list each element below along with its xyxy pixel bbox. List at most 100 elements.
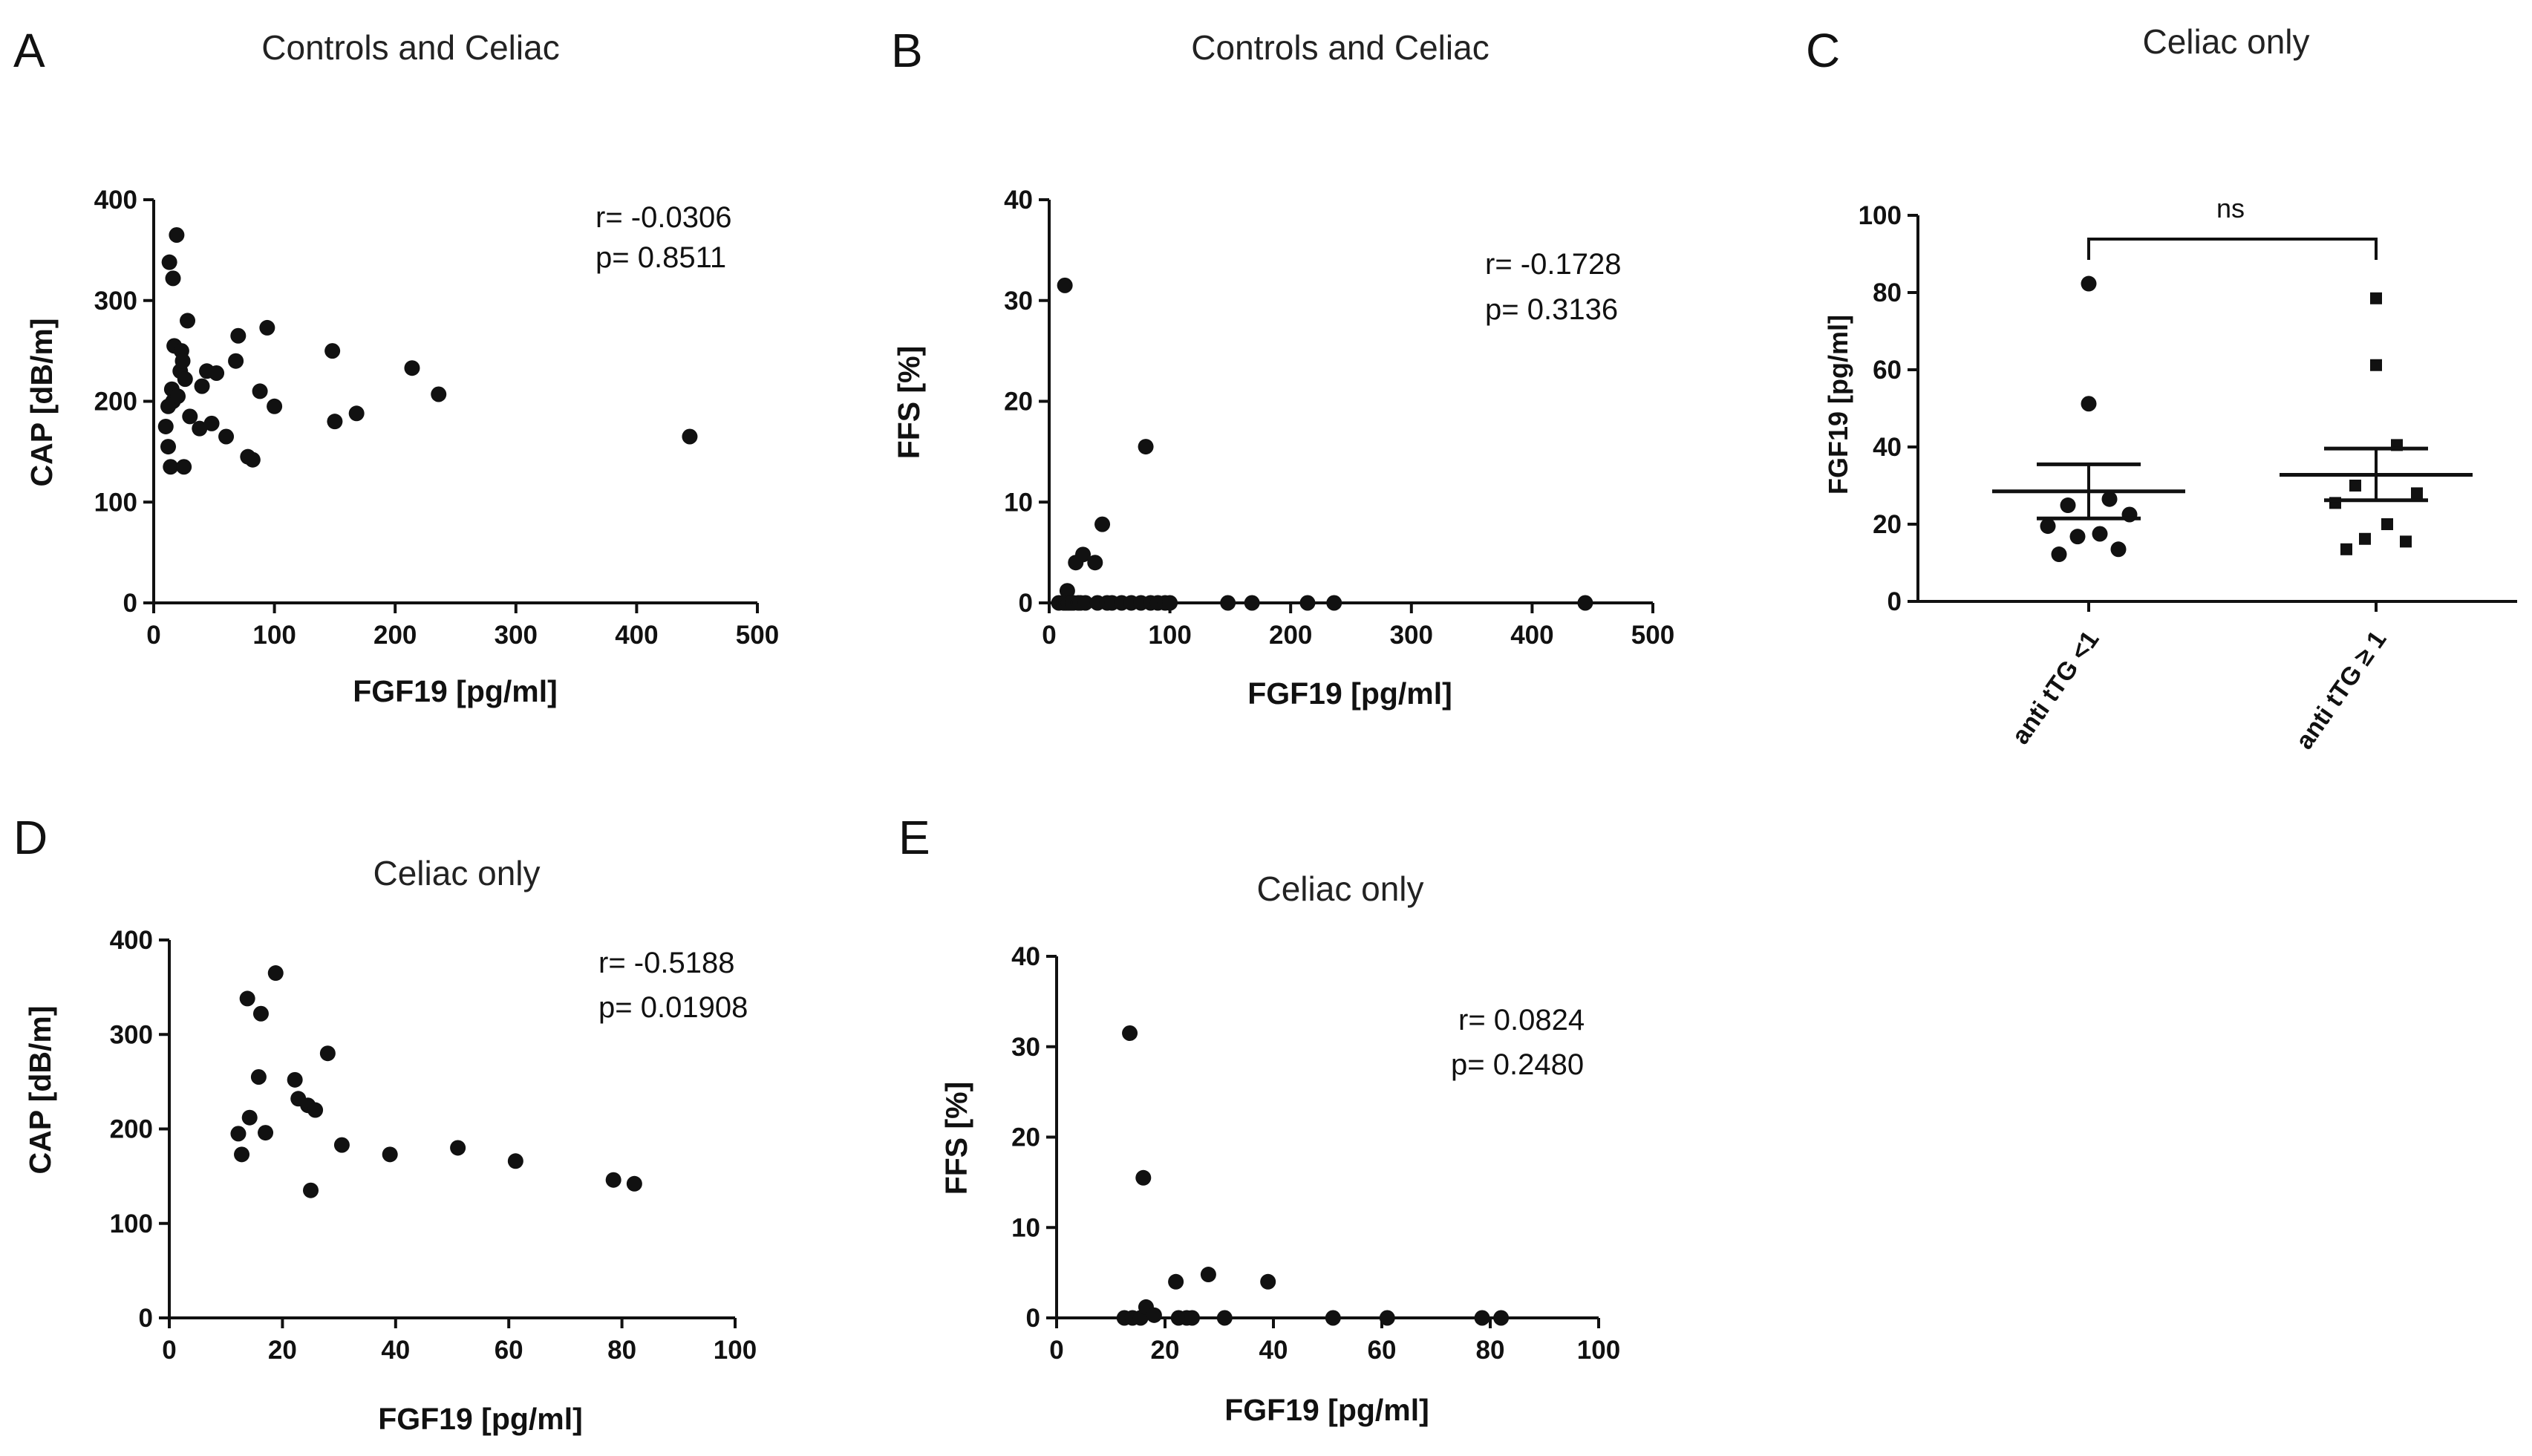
- panel-d-data-point: [303, 1182, 319, 1198]
- panel-c-ylabel: FGF19 [pg/ml]: [1823, 315, 1853, 494]
- panel-a-data-point: [404, 360, 420, 376]
- panel-d-ylabel: CAP [dB/m]: [23, 1005, 57, 1174]
- panel-a-data-point: [327, 414, 343, 430]
- panel-d-data-point: [241, 1109, 258, 1126]
- panel-c-plot: 0 20 40 60 80 100: [1859, 201, 2517, 616]
- panel-d-data-point: [450, 1140, 466, 1156]
- panel-d: D Celiac only FGF19 [pg/ml] CAP [dB/m] r…: [13, 811, 757, 1436]
- panel-d-data-point: [626, 1175, 642, 1192]
- panel-a-x-tick-label: 0: [146, 621, 160, 650]
- panel-c-y-tick-label: 40: [1873, 433, 1902, 462]
- panel-c-data-point: [2370, 359, 2382, 371]
- panel-a-data-point: [182, 408, 198, 425]
- panel-d-data-point: [319, 1045, 336, 1062]
- panel-d-y-tick-label: 100: [110, 1209, 153, 1238]
- panel-b-data-point: [1244, 595, 1260, 611]
- panel-c-data-point: [2340, 543, 2352, 555]
- panel-a-p-value: p= 0.8511: [596, 241, 726, 274]
- panel-e-x-tick-label: 20: [1151, 1336, 1180, 1365]
- panel-a-data-point: [180, 313, 196, 329]
- panel-e-data-point: [1260, 1273, 1276, 1290]
- panel-d-x-tick-label: 0: [162, 1336, 176, 1365]
- panel-b-x-tick-label: 0: [1042, 621, 1056, 650]
- panel-b-p-value: p= 0.3136: [1485, 293, 1618, 326]
- panel-a-x-tick-label: 300: [495, 621, 538, 650]
- panel-a-xlabel: FGF19 [pg/ml]: [353, 674, 558, 708]
- panel-a-data-point: [324, 343, 341, 359]
- panel-d-title: Celiac only: [373, 854, 541, 892]
- panel-d-plot: 0 20 40 60 80 100 0 100 200 300 400: [110, 926, 757, 1365]
- panel-a-data-point: [176, 459, 192, 475]
- panel-c-data-point: [2081, 275, 2097, 292]
- panel-b-title: Controls and Celiac: [1191, 28, 1489, 67]
- panel-d-data-point: [267, 965, 284, 982]
- panel-e-y-tick-label: 20: [1011, 1123, 1040, 1152]
- panel-d-r-value: r= -0.5188: [598, 947, 734, 979]
- panel-a: A Controls and Celiac FGF19 [pg/ml] CAP …: [13, 24, 779, 708]
- panel-c-data-point: [2060, 497, 2076, 514]
- panel-a-y-tick-label: 100: [94, 488, 137, 517]
- panel-e-data-point: [1146, 1307, 1162, 1323]
- panel-a-data-point: [174, 353, 191, 369]
- panel-b-x-tick-label: 400: [1510, 621, 1553, 650]
- panel-b-x-tick-label: 100: [1148, 621, 1191, 650]
- panel-a-x-tick-label: 200: [373, 621, 417, 650]
- panel-a-letter: A: [13, 24, 45, 77]
- panel-e-data-point: [1216, 1310, 1233, 1326]
- panel-b-y-tick-label: 0: [1019, 589, 1033, 618]
- panel-d-x-tick-label: 20: [268, 1336, 297, 1365]
- panel-e-data-point: [1325, 1310, 1341, 1326]
- panel-e-data-point: [1184, 1310, 1200, 1326]
- panel-e-plot: 0 20 40 60 80 100 0 10 20 30 40: [1011, 942, 1620, 1365]
- panel-d-y-tick-label: 200: [110, 1115, 153, 1144]
- panel-e-y-tick-label: 30: [1011, 1033, 1040, 1062]
- panel-d-xlabel: FGF19 [pg/ml]: [378, 1402, 583, 1436]
- panel-d-data-point: [382, 1146, 398, 1163]
- panel-d-letter: D: [13, 811, 48, 864]
- panel-b-data-point: [1094, 516, 1111, 532]
- panel-a-data-point: [163, 459, 179, 475]
- panel-d-data-point: [252, 1005, 269, 1022]
- panel-d-data-point: [230, 1126, 247, 1142]
- panel-b-data-point: [1075, 546, 1092, 563]
- panel-b-data-point: [1087, 555, 1103, 571]
- panel-b-x-tick-label: 500: [1631, 621, 1674, 650]
- panel-e-r-value: r= 0.0824: [1458, 1004, 1585, 1036]
- panel-a-data-point: [192, 420, 208, 437]
- panel-b-y-tick-label: 20: [1004, 388, 1033, 417]
- panel-a-y-tick-label: 300: [94, 287, 137, 316]
- panel-e-data-point: [1135, 1169, 1152, 1186]
- panel-d-data-point: [307, 1102, 324, 1118]
- panel-e-letter: E: [898, 811, 930, 864]
- panel-b-data-point: [1162, 595, 1178, 611]
- panel-c-y-tick-label: 0: [1887, 587, 1902, 616]
- panel-e-y-tick-label: 0: [1026, 1304, 1040, 1333]
- panel-d-p-value: p= 0.01908: [598, 991, 748, 1024]
- panel-b-y-tick-label: 30: [1004, 287, 1033, 316]
- panel-e-y-tick-label: 40: [1011, 942, 1040, 971]
- panel-a-data-point: [194, 378, 210, 394]
- panel-d-y-tick-label: 400: [110, 926, 153, 955]
- panel-c-y-tick-label: 100: [1859, 201, 1902, 230]
- panel-a-data-point: [160, 439, 177, 455]
- panel-d-data-point: [250, 1069, 267, 1086]
- panel-c-data-point: [2081, 396, 2097, 412]
- panel-a-x-tick-label: 500: [736, 621, 779, 650]
- panel-d-y-tick-label: 300: [110, 1020, 153, 1049]
- panel-b-y-tick-label: 40: [1004, 186, 1033, 215]
- panel-d-data-point: [507, 1153, 523, 1169]
- panel-b-data-point: [1220, 595, 1236, 611]
- panel-d-x-tick-label: 60: [495, 1336, 523, 1365]
- panel-c-data-point: [2040, 518, 2056, 535]
- panel-d-x-tick-label: 80: [607, 1336, 636, 1365]
- panel-c-data-point: [2101, 491, 2118, 507]
- panel-e-x-tick-label: 100: [1577, 1336, 1620, 1365]
- panel-b-data-point: [1577, 595, 1593, 611]
- panel-a-data-point: [203, 415, 220, 431]
- panel-a-data-point: [157, 418, 174, 434]
- panel-c-data-point: [2069, 529, 2086, 545]
- panel-c-significance: ns: [2216, 193, 2245, 223]
- panel-a-data-point: [431, 386, 447, 402]
- panel-c-data-point: [2370, 292, 2382, 304]
- panel-b-ylabel: FFS [%]: [892, 346, 926, 460]
